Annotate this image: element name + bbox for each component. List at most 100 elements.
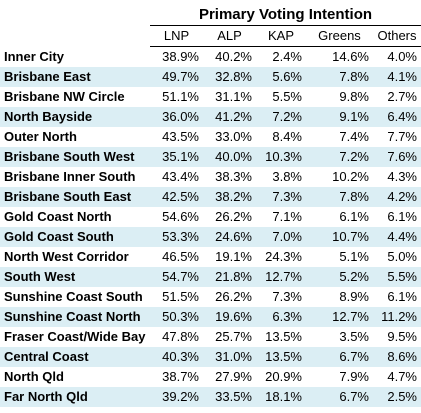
cell-others: 6.1% xyxy=(387,209,417,224)
cell-others: 6.4% xyxy=(373,107,421,127)
cell-kap: 6.3% xyxy=(256,307,306,327)
cell-others: 9.5% xyxy=(387,329,417,344)
cell-alp: 38.2% xyxy=(203,187,256,207)
region-name: Outer North xyxy=(4,129,77,144)
cell-kap: 13.5% xyxy=(265,329,302,344)
cell-others: 4.2% xyxy=(373,187,421,207)
region-name: Gold Coast South xyxy=(0,227,150,247)
cell-greens: 7.9% xyxy=(339,369,369,384)
cell-kap: 10.3% xyxy=(256,147,306,167)
cell-alp: 33.0% xyxy=(215,129,252,144)
cell-others: 4.0% xyxy=(387,49,417,64)
table-row: North Bayside 36.0% 41.2% 7.2% 9.1% 6.4% xyxy=(0,107,421,127)
region-name: Far North Qld xyxy=(0,387,150,407)
cell-others: 7.7% xyxy=(387,129,417,144)
cell-kap: 24.3% xyxy=(265,249,302,264)
cell-lnp: 43.5% xyxy=(162,129,199,144)
cell-alp: 19.6% xyxy=(203,307,256,327)
cell-lnp: 36.0% xyxy=(150,107,203,127)
table-row: Central Coast 40.3% 31.0% 13.5% 6.7% 8.6% xyxy=(0,347,421,367)
cell-greens: 6.7% xyxy=(306,387,373,407)
cell-greens: 5.1% xyxy=(339,249,369,264)
cell-alp: 38.3% xyxy=(215,169,252,184)
table-row: Brisbane NW Circle 51.1% 31.1% 5.5% 9.8% 2.7% xyxy=(0,87,421,107)
region-name: Brisbane Inner South xyxy=(4,169,136,184)
table-row: Gold Coast North 54.6% 26.2% 7.1% 6.1% 6.1% xyxy=(0,207,421,227)
region-name: Fraser Coast/Wide Bay xyxy=(4,329,146,344)
region-name: Brisbane NW Circle xyxy=(4,89,125,104)
region-name: North Qld xyxy=(4,369,64,384)
header-others: Others xyxy=(373,26,421,47)
cell-greens: 7.8% xyxy=(306,67,373,87)
cell-kap: 7.1% xyxy=(272,209,302,224)
cell-others: 4.4% xyxy=(373,227,421,247)
cell-alp: 24.6% xyxy=(203,227,256,247)
region-name: Sunshine Coast North xyxy=(0,307,150,327)
cell-lnp: 54.7% xyxy=(150,267,203,287)
title-underline xyxy=(150,25,421,26)
cell-lnp: 46.5% xyxy=(162,249,199,264)
region-name: Brisbane South West xyxy=(0,147,150,167)
cell-lnp: 38.9% xyxy=(162,49,199,64)
header-row: LNP ALP KAP Greens Others xyxy=(0,26,421,47)
table-row: North Qld 38.7% 27.9% 20.9% 7.9% 4.7% xyxy=(0,367,421,387)
header-alp: ALP xyxy=(203,26,256,47)
cell-alp: 41.2% xyxy=(203,107,256,127)
cell-kap: 18.1% xyxy=(256,387,306,407)
cell-lnp: 38.7% xyxy=(162,369,199,384)
table-row: Sunshine Coast South 51.5% 26.2% 7.3% 8.9% 6.… xyxy=(0,287,421,307)
cell-others: 11.2% xyxy=(373,307,421,327)
cell-lnp: 51.5% xyxy=(162,289,199,304)
cell-others: 4.3% xyxy=(387,169,417,184)
cell-lnp: 51.1% xyxy=(162,89,199,104)
cell-lnp: 53.3% xyxy=(150,227,203,247)
header-lnp: LNP xyxy=(150,26,203,47)
cell-lnp: 54.6% xyxy=(162,209,199,224)
cell-alp: 31.0% xyxy=(203,347,256,367)
cell-greens: 14.6% xyxy=(332,49,369,64)
cell-others: 4.7% xyxy=(387,369,417,384)
cell-greens: 9.1% xyxy=(306,107,373,127)
cell-others: 5.0% xyxy=(387,249,417,264)
table-row: Brisbane South West 35.1% 40.0% 10.3% 7.2% 7.… xyxy=(0,147,421,167)
cell-greens: 3.5% xyxy=(339,329,369,344)
region-name: Inner City xyxy=(4,48,64,64)
cell-kap: 2.4% xyxy=(272,49,302,64)
cell-lnp: 43.4% xyxy=(162,169,199,184)
cell-kap: 20.9% xyxy=(265,369,302,384)
table-row: Inner City 38.9% 40.2% 2.4% 14.6% 4.0% xyxy=(0,47,421,68)
table-row: South West 54.7% 21.8% 12.7% 5.2% 5.5% xyxy=(0,267,421,287)
table-row: Fraser Coast/Wide Bay 47.8% 25.7% 13.5% 3.5%… xyxy=(0,327,421,347)
cell-lnp: 49.7% xyxy=(150,67,203,87)
header-region xyxy=(0,26,150,47)
cell-greens: 7.4% xyxy=(339,129,369,144)
cell-others: 7.6% xyxy=(373,147,421,167)
voting-intention-table: LNP ALP KAP Greens Others Inner City 38.9… xyxy=(0,26,421,407)
cell-alp: 21.8% xyxy=(203,267,256,287)
cell-kap: 7.3% xyxy=(256,187,306,207)
table-row: Brisbane East 49.7% 32.8% 5.6% 7.8% 4.1% xyxy=(0,67,421,87)
cell-alp: 32.8% xyxy=(203,67,256,87)
region-name: Brisbane East xyxy=(0,67,150,87)
region-name: Sunshine Coast South xyxy=(4,289,143,304)
cell-kap: 3.8% xyxy=(272,169,302,184)
cell-greens: 9.8% xyxy=(339,89,369,104)
cell-others: 4.1% xyxy=(373,67,421,87)
region-name: Gold Coast North xyxy=(4,209,112,224)
cell-kap: 5.6% xyxy=(256,67,306,87)
cell-lnp: 35.1% xyxy=(150,147,203,167)
cell-lnp: 40.3% xyxy=(150,347,203,367)
region-name: North Bayside xyxy=(0,107,150,127)
cell-greens: 7.2% xyxy=(306,147,373,167)
cell-greens: 8.9% xyxy=(339,289,369,304)
cell-greens: 10.7% xyxy=(306,227,373,247)
cell-kap: 7.3% xyxy=(272,289,302,304)
cell-alp: 25.7% xyxy=(215,329,252,344)
region-name: Brisbane South East xyxy=(0,187,150,207)
table-row: Brisbane South East 42.5% 38.2% 7.3% 7.8% 4.2… xyxy=(0,187,421,207)
cell-greens: 5.2% xyxy=(306,267,373,287)
cell-lnp: 39.2% xyxy=(150,387,203,407)
cell-kap: 5.5% xyxy=(272,89,302,104)
cell-kap: 8.4% xyxy=(272,129,302,144)
